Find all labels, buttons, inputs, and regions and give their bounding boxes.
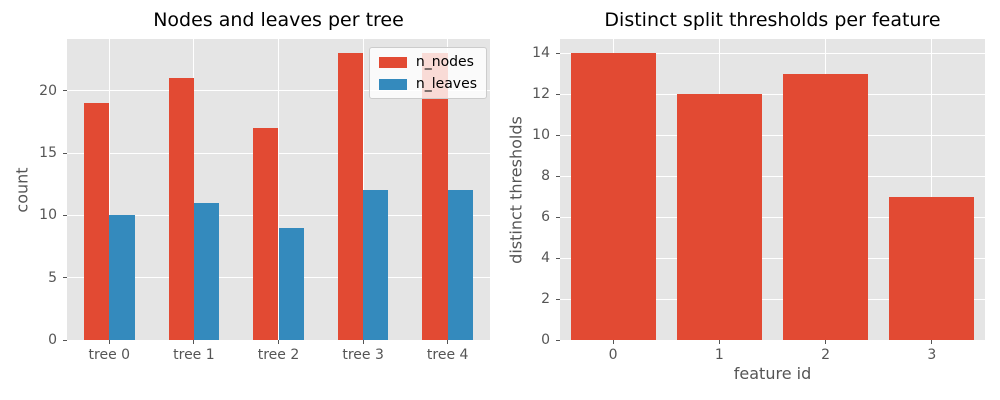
y-gridline (560, 134, 985, 136)
y-gridline (560, 52, 985, 54)
y-tick-label: 5 (48, 269, 57, 286)
x-tick-label: 3 (927, 347, 937, 363)
y-gridline (560, 298, 985, 300)
y-gridline (560, 216, 985, 218)
y-gridline (560, 93, 985, 95)
y-tick-label: 6 (541, 209, 550, 226)
y-tick-label: 20 (39, 82, 57, 99)
bar-n_leaves-tree-1 (193, 202, 220, 340)
y-tick-label: 12 (532, 86, 550, 103)
y-tick-label: 15 (39, 145, 57, 162)
y-tick-mark (556, 134, 560, 136)
bar-n_nodes-tree-3 (337, 53, 364, 340)
y-tick-mark (63, 152, 67, 154)
legend-entry-n-leaves: n_leaves (378, 76, 477, 92)
x-tick-label: tree 4 (426, 347, 469, 363)
right-chart-xlabel: feature id (733, 364, 812, 383)
bar-n_leaves-tree-0 (109, 215, 135, 340)
y-tick-mark (556, 216, 560, 218)
y-tick-mark (556, 52, 560, 54)
y-tick-label: 4 (541, 250, 550, 267)
y-tick-label: 0 (541, 332, 550, 348)
x-gridline (278, 39, 279, 340)
x-tick-label: 1 (714, 347, 724, 363)
x-tick-mark (718, 340, 720, 344)
x-gridline (447, 39, 449, 340)
x-gridline (193, 39, 195, 340)
y-tick-mark (63, 90, 67, 92)
x-gridline (931, 39, 933, 340)
x-tick-mark (108, 340, 110, 344)
bar-thresholds-2 (783, 73, 869, 340)
x-tick-label: tree 1 (173, 347, 215, 363)
n-nodes-swatch-icon (378, 56, 407, 68)
y-tick-label: 8 (541, 168, 550, 185)
legend-entry-n-nodes: n_nodes (378, 54, 477, 70)
x-tick-label: 0 (608, 347, 618, 363)
x-tick-label: 2 (821, 347, 831, 363)
y-tick-label: 14 (532, 45, 550, 62)
y-tick-mark (556, 93, 560, 95)
bar-n_nodes-tree-4 (422, 53, 448, 340)
x-tick-mark (825, 340, 827, 344)
x-gridline (108, 39, 110, 340)
y-tick-mark (556, 298, 560, 300)
y-gridline (560, 339, 985, 341)
x-tick-label: tree 2 (257, 347, 300, 363)
bar-n_nodes-tree-1 (168, 78, 194, 340)
bar-n_leaves-tree-2 (278, 227, 304, 340)
x-tick-mark (931, 340, 933, 344)
right-chart-title: Distinct split thresholds per feature (604, 9, 941, 31)
bar-n_leaves-tree-4 (447, 190, 474, 340)
x-tick-label: tree 3 (342, 347, 384, 363)
y-tick-label: 2 (541, 291, 550, 308)
x-tick-mark (278, 340, 279, 344)
n-leaves-swatch-icon (378, 78, 407, 90)
y-tick-label: 10 (39, 207, 57, 224)
left-chart-title: Nodes and leaves per tree (153, 9, 404, 31)
bar-thresholds-3 (889, 196, 975, 340)
y-gridline (560, 175, 985, 177)
bar-n_nodes-tree-2 (253, 128, 279, 340)
right-plot-area: 0 2 4 6 8 10 12 14 0 1 2 3 (532, 39, 985, 363)
x-tick-label: tree 0 (88, 347, 131, 363)
x-tick-mark (447, 340, 449, 344)
x-tick-mark (612, 340, 614, 344)
x-tick-mark (362, 340, 364, 344)
legend-label-n-nodes: n_nodes (415, 54, 474, 70)
left-plot-area: n_nodes n_leaves 0 5 10 15 20 tree 0 tree 1 tre… (39, 39, 490, 363)
y-tick-mark (556, 339, 560, 341)
y-tick-mark (556, 175, 560, 177)
y-tick-mark (63, 339, 67, 341)
y-tick-label: 10 (532, 127, 550, 144)
legend: n_nodes n_leaves (368, 47, 487, 99)
bar-thresholds-0 (570, 53, 656, 340)
y-gridline (560, 257, 985, 259)
bar-n_leaves-tree-3 (363, 190, 389, 340)
y-tick-mark (556, 257, 560, 259)
bar-n_nodes-tree-0 (83, 103, 110, 340)
y-tick-mark (63, 214, 67, 216)
x-tick-mark (193, 340, 195, 344)
bar-thresholds-1 (676, 94, 762, 340)
y-tick-label: 0 (48, 332, 57, 348)
legend-label-n-leaves: n_leaves (415, 76, 477, 92)
x-gridline (362, 39, 364, 340)
y-tick-mark (63, 277, 67, 279)
